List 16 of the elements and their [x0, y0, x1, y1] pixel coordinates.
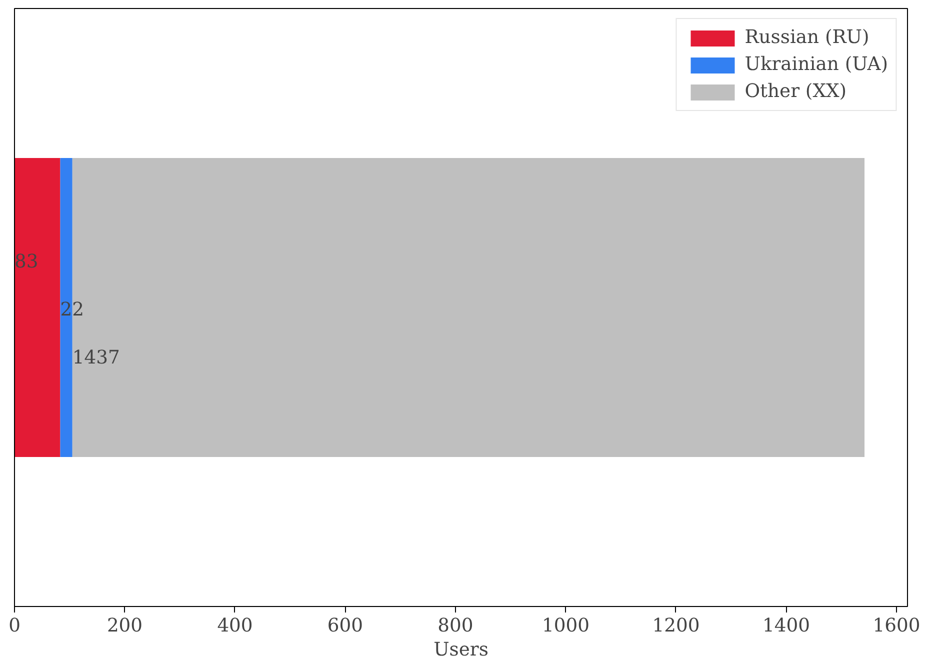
- legend-label: Ukrainian (UA): [744, 54, 888, 75]
- bar: [14, 158, 60, 457]
- x-tick-label: 1200: [652, 616, 700, 636]
- legend-label: Russian (RU): [744, 27, 870, 48]
- data-label: 1437: [72, 347, 120, 368]
- x-tick-label: 800: [438, 616, 474, 636]
- x-tick-label: 0: [8, 616, 20, 636]
- x-axis-title: Users: [434, 640, 488, 660]
- x-tick-label: 200: [106, 616, 143, 636]
- legend-label: Other (XX): [744, 81, 847, 102]
- x-tick-label: 1600: [872, 616, 920, 636]
- x-tick-label: 600: [327, 616, 364, 636]
- x-tick-label: 1000: [542, 616, 590, 636]
- data-label: 83: [14, 252, 38, 273]
- x-tick-label: 1400: [762, 616, 810, 636]
- x-tick-label: 400: [217, 616, 253, 636]
